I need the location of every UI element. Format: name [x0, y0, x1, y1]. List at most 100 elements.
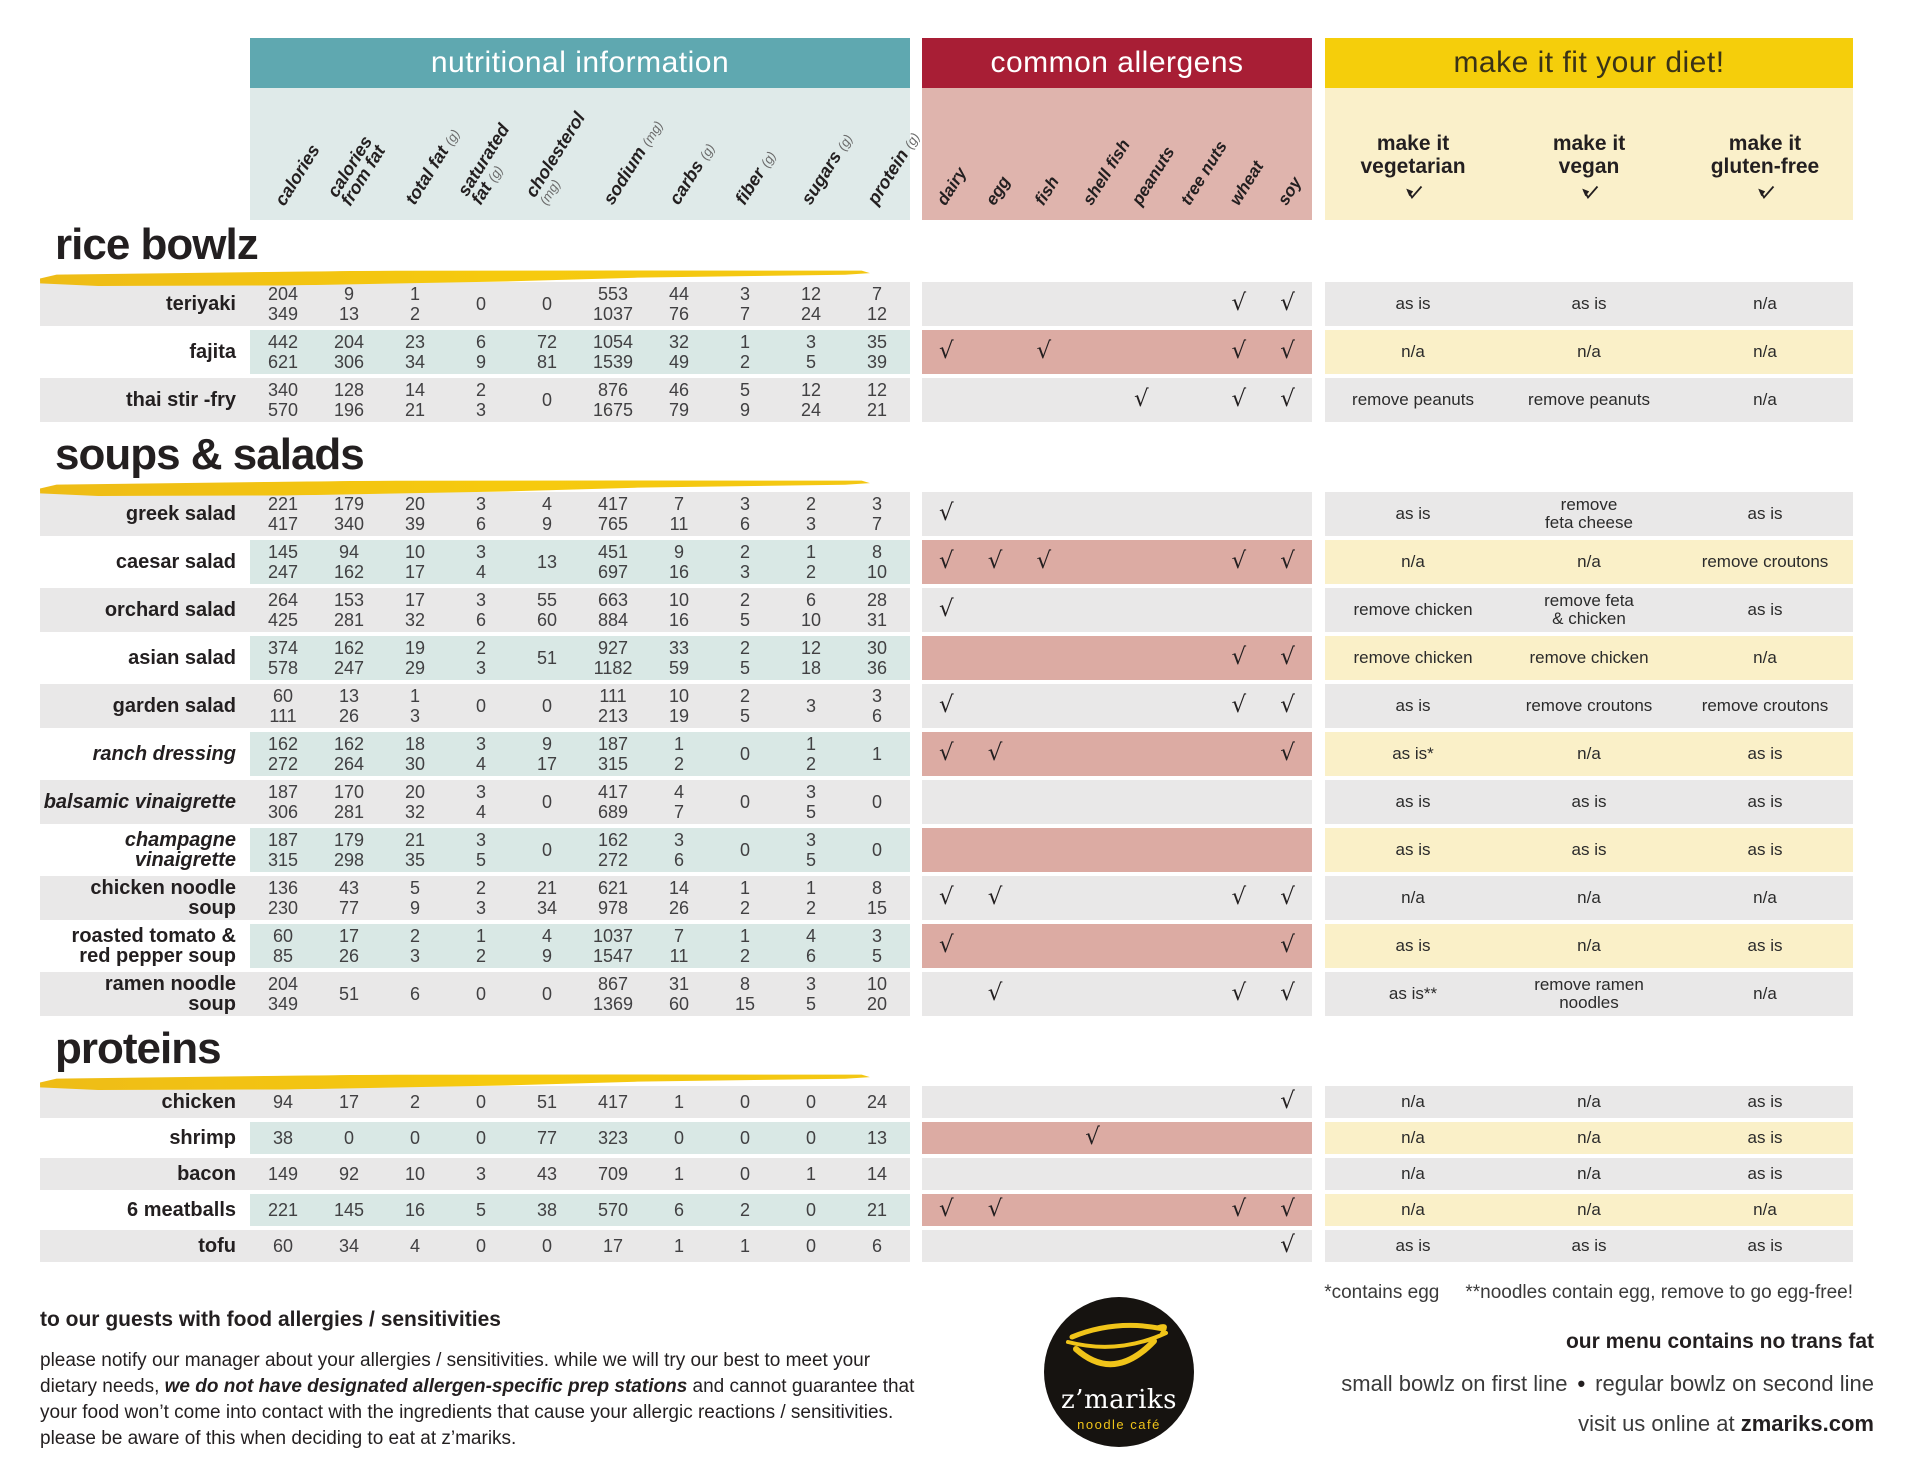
nutrition-cell-sugars: 0 — [778, 1194, 844, 1226]
nutrition-cell-total-fat: 23 34 — [382, 330, 448, 374]
allergen-cell-fish — [1020, 636, 1069, 680]
allergen-cell-shell-fish — [1068, 1086, 1117, 1118]
nutrition-cell-total-fat: 2 — [382, 1086, 448, 1118]
value-line: 1 — [739, 332, 750, 352]
value-line: 374 — [267, 638, 299, 658]
value-line: 884 — [597, 610, 629, 630]
column-unit: (g) — [441, 126, 463, 149]
diet-cell-make-it-vegetarian: n/a — [1401, 552, 1425, 571]
value-line: 33 — [668, 638, 690, 658]
allergen-flags: √ √ — [922, 282, 1312, 326]
nutrition-cell-sugars: 6 10 — [778, 588, 844, 632]
value-line: 153 — [333, 590, 365, 610]
table-row-chicken-noodle-soup: chicken noodle soup 136 230 43 77 5 9 2 3 21 34 621… — [40, 876, 1853, 920]
diet-header: make it fit your diet! — [1325, 38, 1853, 88]
value-line: 621 — [267, 352, 299, 372]
value-line: 2 — [409, 926, 420, 946]
allergen-cell-dairy: √ — [922, 540, 971, 584]
value-line: 77 — [338, 898, 360, 918]
value-line: 23 — [404, 332, 426, 352]
value-line: 3 — [805, 830, 816, 850]
menu-table: rice bowlz teriyaki 204 349 9 13 1 2 0 0 553 1037 44… — [40, 222, 1853, 1272]
value-line: 18 — [800, 658, 822, 678]
value-line: 876 — [597, 380, 629, 400]
value-line: 5 — [805, 994, 816, 1014]
diet-column-label: make it vegetarian — [1360, 132, 1466, 178]
allergen-cell-dairy — [922, 1158, 971, 1190]
value-line: 0 — [805, 1236, 816, 1256]
column-unit: (mg) — [639, 118, 666, 149]
allergen-cell-fish — [1020, 972, 1069, 1016]
nutrition-cell-cholesterol: 55 60 — [514, 588, 580, 632]
column-header-line: carbs (g) — [665, 141, 718, 208]
value-line: 51 — [536, 648, 558, 668]
diet-cell-make-it-vegan: n/a — [1577, 552, 1601, 571]
value-line: 13 — [866, 1128, 888, 1148]
checkmark: √ — [939, 548, 954, 574]
value-line: 247 — [267, 562, 299, 582]
allergen-cell-soy: √ — [1263, 540, 1312, 584]
allergen-cell-egg — [971, 1086, 1020, 1118]
column-unit: (g) — [696, 141, 718, 163]
value-line: 0 — [871, 792, 882, 812]
diet-options: n/a n/a as is — [1325, 1122, 1853, 1154]
allergen-cell-fish — [1020, 684, 1069, 728]
nutrition-cell-calories: 162 272 — [250, 732, 316, 776]
allergen-cell-tree-nuts — [1166, 924, 1215, 968]
diet-cell-make-it-vegetarian: as is — [1395, 696, 1431, 715]
allergen-cell-dairy — [922, 1230, 971, 1262]
value-line: 162 — [597, 830, 629, 850]
allergen-cell-dairy — [922, 282, 971, 326]
diet-cell-make-it-gluten-free: as is — [1747, 504, 1783, 523]
value-line: 0 — [475, 1128, 486, 1148]
value-line: 149 — [267, 1164, 299, 1184]
value-line: 1 — [805, 1164, 816, 1184]
value-line: 3 — [475, 590, 486, 610]
allergen-cell-peanuts — [1117, 1230, 1166, 1262]
nutrition-cell-calories: 94 — [250, 1086, 316, 1118]
diet-options: as is remove feta cheese as is — [1325, 492, 1853, 536]
column-gap — [910, 636, 922, 680]
allergen-cell-egg — [971, 636, 1020, 680]
value-line: 1547 — [592, 946, 634, 966]
value-line: 196 — [333, 400, 365, 420]
diet-cell-make-it-gluten-free: as is — [1747, 1236, 1783, 1255]
allergen-cell-wheat: √ — [1215, 378, 1264, 422]
value-line: 5 — [739, 610, 750, 630]
diet-cell-make-it-gluten-free: as is — [1747, 840, 1783, 859]
value-line: 12 — [866, 380, 888, 400]
allergy-text-emphasis: we do not have designated allergen-speci… — [164, 1376, 688, 1397]
value-line: 4 — [475, 754, 486, 774]
section-title-block: proteins — [40, 1026, 1853, 1082]
column-gap — [1312, 1230, 1325, 1262]
column-gap — [1312, 1194, 1325, 1226]
value-line: 16 — [668, 562, 690, 582]
row-label: garden salad — [40, 684, 250, 728]
column-gap — [910, 588, 922, 632]
allergen-cell-egg — [971, 924, 1020, 968]
nutrition-cell-fiber: 0 — [712, 780, 778, 824]
value-line: 0 — [541, 696, 552, 716]
nutrition-cell-calories-from-fat: 162 264 — [316, 732, 382, 776]
diet-cell-make-it-vegetarian: as is — [1395, 936, 1431, 955]
table-row-chicken: chicken 94 17 2 0 51 417 1 0 0 24 √ n/a n/a as is — [40, 1086, 1853, 1118]
value-line: 442 — [267, 332, 299, 352]
allergen-cell-peanuts — [1117, 684, 1166, 728]
value-line: 0 — [475, 984, 486, 1004]
nutrition-cell-protein: 8 10 — [844, 540, 910, 584]
value-line: 76 — [668, 304, 690, 324]
value-line: 9 — [673, 542, 684, 562]
allergen-cell-dairy — [922, 828, 971, 872]
nutrition-cell-saturated-fat: 0 — [448, 1122, 514, 1154]
value-line: 60 — [272, 686, 294, 706]
nutrition-cell-sodium: 451 697 — [580, 540, 646, 584]
bowlz-note-small: small bowlz on first line — [1341, 1371, 1568, 1396]
allergen-cell-dairy: √ — [922, 732, 971, 776]
diet-options: as is** remove ramen noodles n/a — [1325, 972, 1853, 1016]
bowl-icon — [1066, 1322, 1168, 1368]
value-line: 0 — [805, 1092, 816, 1112]
value-line: 6 — [805, 590, 816, 610]
nutrition-cell-calories-from-fat: 204 306 — [316, 330, 382, 374]
